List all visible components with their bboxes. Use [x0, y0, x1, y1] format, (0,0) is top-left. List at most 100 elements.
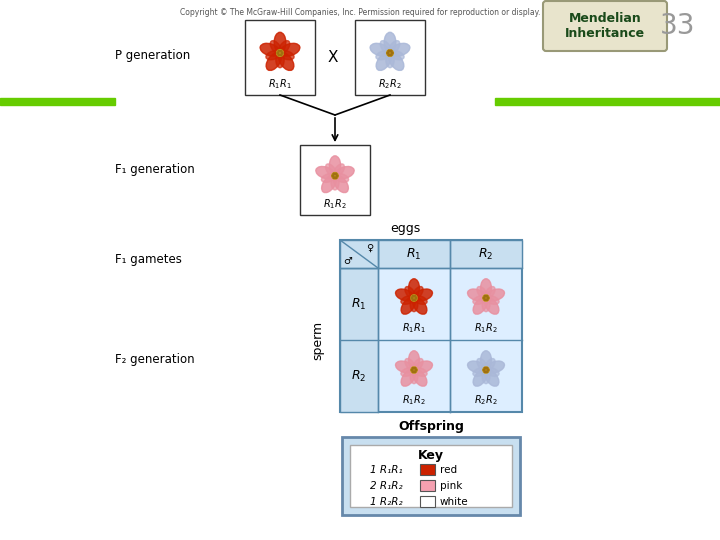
- Circle shape: [278, 50, 279, 52]
- Text: sperm: sperm: [312, 320, 325, 360]
- Circle shape: [483, 297, 485, 299]
- Circle shape: [411, 297, 413, 299]
- Ellipse shape: [485, 287, 495, 299]
- Bar: [342, 437, 520, 515]
- Text: ♂: ♂: [343, 256, 352, 266]
- Text: white: white: [440, 497, 469, 507]
- Bar: [420, 464, 435, 475]
- Text: ♀: ♀: [366, 243, 373, 253]
- Circle shape: [336, 175, 338, 177]
- Circle shape: [483, 367, 489, 373]
- Text: $R_2$: $R_2$: [478, 246, 494, 261]
- Ellipse shape: [480, 351, 492, 369]
- Circle shape: [484, 299, 486, 301]
- Text: $R_1R_2$: $R_1R_2$: [402, 393, 426, 407]
- Circle shape: [390, 50, 392, 52]
- Text: $R_1$: $R_1$: [351, 296, 366, 312]
- Text: P generation: P generation: [115, 49, 190, 62]
- Ellipse shape: [401, 298, 415, 314]
- Ellipse shape: [413, 298, 427, 314]
- Circle shape: [333, 173, 335, 175]
- Text: 1 R₁R₁: 1 R₁R₁: [370, 465, 402, 475]
- Ellipse shape: [473, 368, 487, 376]
- Ellipse shape: [408, 351, 420, 369]
- Ellipse shape: [405, 287, 415, 299]
- Bar: [0, 98, 115, 105]
- Circle shape: [277, 52, 279, 54]
- Ellipse shape: [413, 368, 427, 376]
- Ellipse shape: [408, 279, 420, 298]
- Text: 33: 33: [660, 12, 696, 40]
- Circle shape: [387, 50, 393, 56]
- Ellipse shape: [401, 368, 415, 376]
- Ellipse shape: [485, 359, 495, 371]
- Circle shape: [276, 50, 284, 56]
- Ellipse shape: [482, 369, 490, 383]
- Circle shape: [280, 50, 282, 52]
- Ellipse shape: [316, 166, 335, 179]
- Ellipse shape: [413, 370, 427, 386]
- Ellipse shape: [279, 53, 294, 70]
- Circle shape: [412, 295, 414, 297]
- Circle shape: [484, 295, 486, 297]
- Text: X: X: [328, 50, 338, 65]
- Ellipse shape: [414, 361, 433, 373]
- Circle shape: [332, 173, 338, 179]
- Circle shape: [486, 295, 488, 297]
- Circle shape: [412, 367, 414, 369]
- Circle shape: [483, 295, 489, 301]
- Ellipse shape: [413, 296, 427, 305]
- Text: pink: pink: [440, 481, 462, 491]
- Ellipse shape: [467, 289, 486, 301]
- Ellipse shape: [370, 43, 390, 56]
- Ellipse shape: [266, 53, 282, 70]
- Circle shape: [414, 371, 416, 373]
- Bar: [495, 98, 720, 105]
- Bar: [340, 240, 522, 412]
- Circle shape: [411, 369, 413, 371]
- Text: $R_1R_2$: $R_1R_2$: [474, 321, 498, 335]
- Ellipse shape: [485, 368, 499, 376]
- Circle shape: [336, 177, 337, 179]
- Circle shape: [280, 54, 282, 56]
- Text: Copyright © The McGraw-Hill Companies, Inc. Permission required for reproduction: Copyright © The McGraw-Hill Companies, I…: [180, 8, 540, 17]
- Ellipse shape: [485, 370, 499, 386]
- Ellipse shape: [401, 296, 415, 305]
- Ellipse shape: [473, 298, 487, 314]
- Circle shape: [333, 177, 335, 179]
- Circle shape: [390, 54, 392, 56]
- Ellipse shape: [410, 369, 418, 383]
- Text: $R_1R_1$: $R_1R_1$: [268, 77, 292, 91]
- Ellipse shape: [279, 51, 294, 60]
- Circle shape: [411, 367, 417, 373]
- Circle shape: [392, 52, 393, 54]
- Text: eggs: eggs: [390, 222, 420, 235]
- Text: $R_2R_2$: $R_2R_2$: [474, 393, 498, 407]
- Circle shape: [415, 297, 417, 299]
- Circle shape: [487, 297, 489, 299]
- Ellipse shape: [266, 51, 281, 60]
- Ellipse shape: [477, 287, 487, 299]
- Bar: [378, 240, 522, 268]
- Ellipse shape: [410, 298, 418, 312]
- Circle shape: [332, 175, 333, 177]
- Ellipse shape: [390, 43, 410, 56]
- Circle shape: [336, 173, 337, 175]
- Ellipse shape: [376, 53, 392, 70]
- Ellipse shape: [336, 166, 354, 179]
- Ellipse shape: [331, 175, 339, 190]
- Circle shape: [484, 371, 486, 373]
- Text: $R_2R_2$: $R_2R_2$: [378, 77, 402, 91]
- Ellipse shape: [390, 51, 404, 60]
- Ellipse shape: [376, 51, 391, 60]
- Circle shape: [278, 54, 279, 56]
- Ellipse shape: [395, 361, 414, 373]
- Ellipse shape: [380, 40, 392, 54]
- Ellipse shape: [485, 296, 499, 305]
- Ellipse shape: [325, 164, 336, 177]
- Text: $R_2$: $R_2$: [351, 368, 366, 383]
- Ellipse shape: [279, 40, 289, 54]
- Ellipse shape: [413, 359, 423, 371]
- Ellipse shape: [384, 32, 396, 52]
- Bar: [420, 480, 435, 491]
